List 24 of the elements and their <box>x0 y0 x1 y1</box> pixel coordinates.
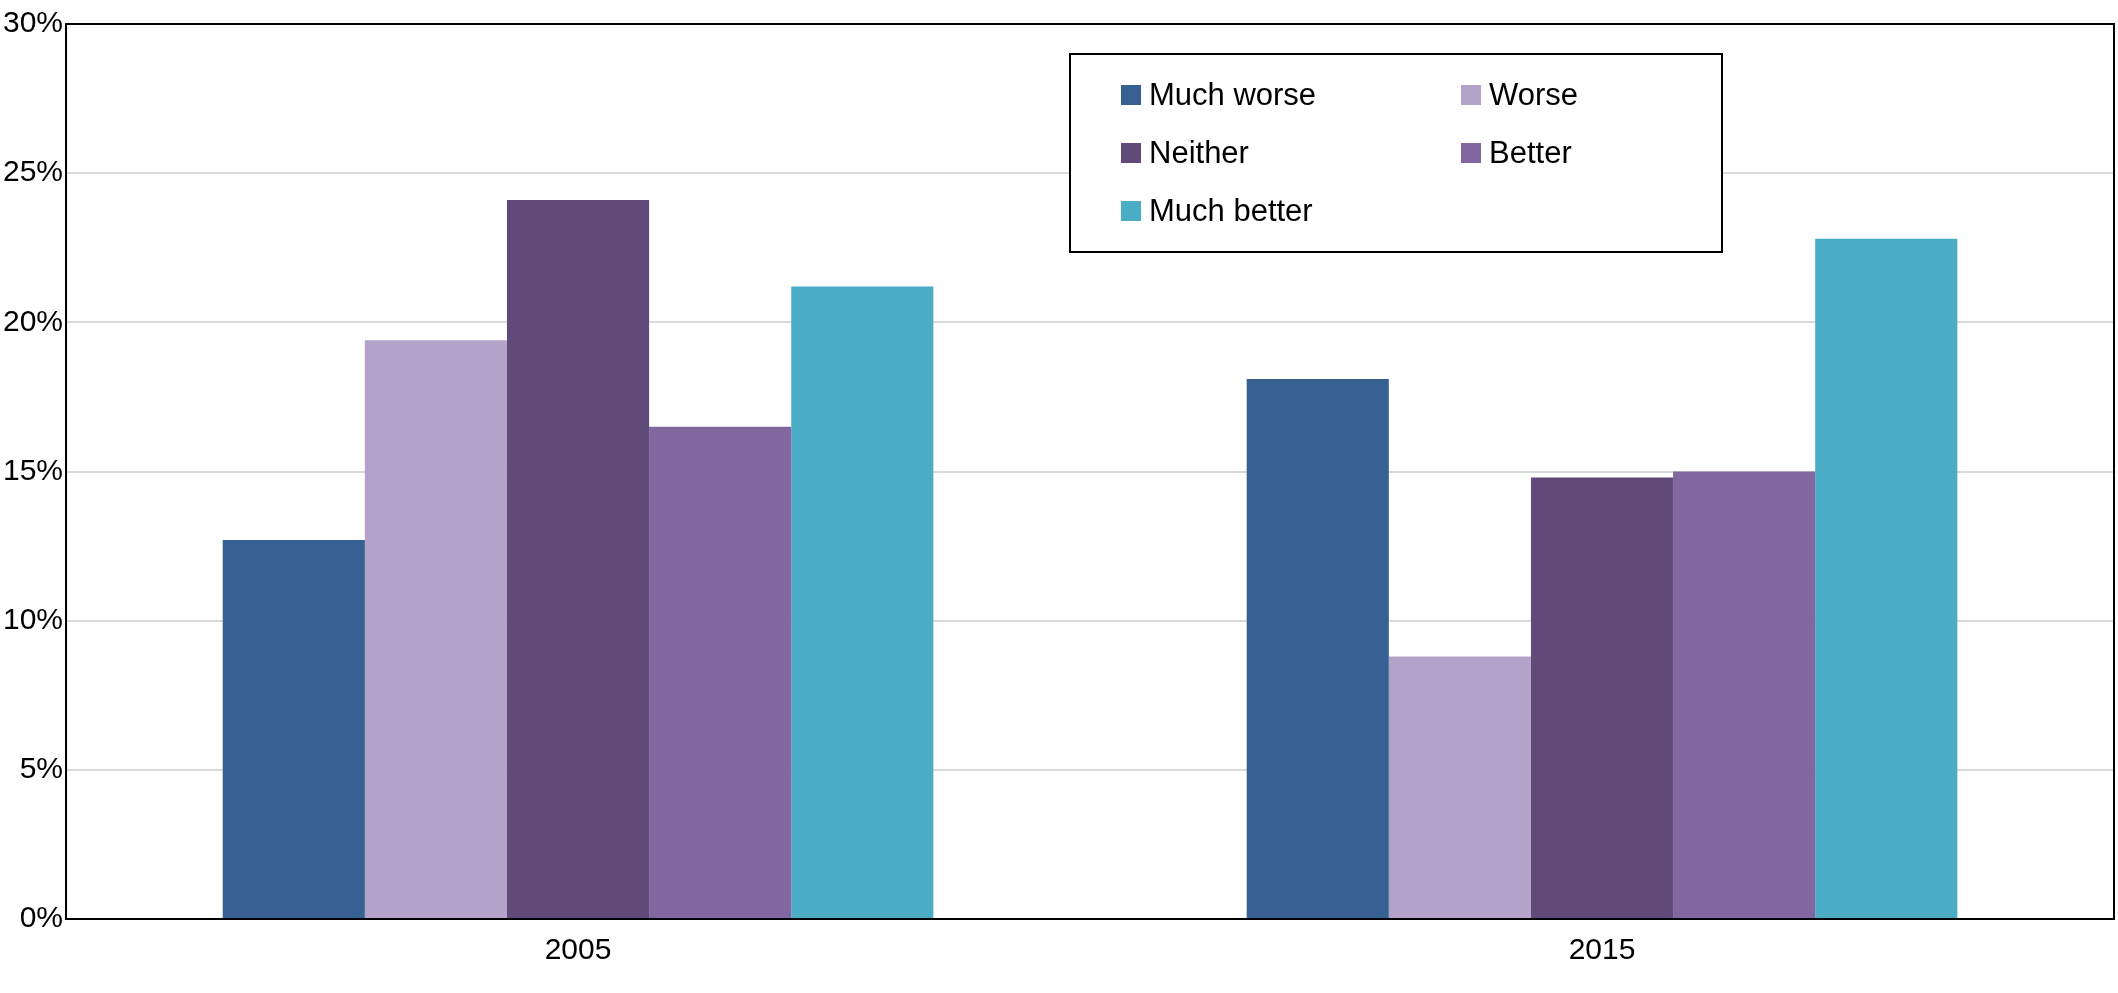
legend-label: Neither <box>1149 135 1249 171</box>
bar <box>649 426 792 918</box>
bar <box>222 540 365 918</box>
bar <box>1246 379 1389 918</box>
y-tick-label: 30% <box>3 5 64 39</box>
legend-label: Much worse <box>1149 77 1317 113</box>
y-tick-label: 20% <box>3 303 64 337</box>
y-tick-label: 5% <box>19 751 64 785</box>
legend-label: Worse <box>1489 77 1579 113</box>
bar <box>364 340 507 918</box>
x-tick-label: 2005 <box>544 932 612 966</box>
bar <box>1673 471 1816 918</box>
bar <box>1815 238 1958 918</box>
y-tick-label: 15% <box>3 452 64 486</box>
y-tick-label: 0% <box>19 900 64 934</box>
bar <box>791 286 934 918</box>
legend-label: Better <box>1489 135 1572 171</box>
bar <box>506 200 650 918</box>
bar <box>1530 477 1674 918</box>
legend-label: Much better <box>1149 193 1313 229</box>
bar <box>1388 656 1531 918</box>
y-tick-label: 10% <box>3 601 64 635</box>
x-tick-label: 2015 <box>1568 932 1636 966</box>
y-tick-label: 25% <box>3 154 64 188</box>
